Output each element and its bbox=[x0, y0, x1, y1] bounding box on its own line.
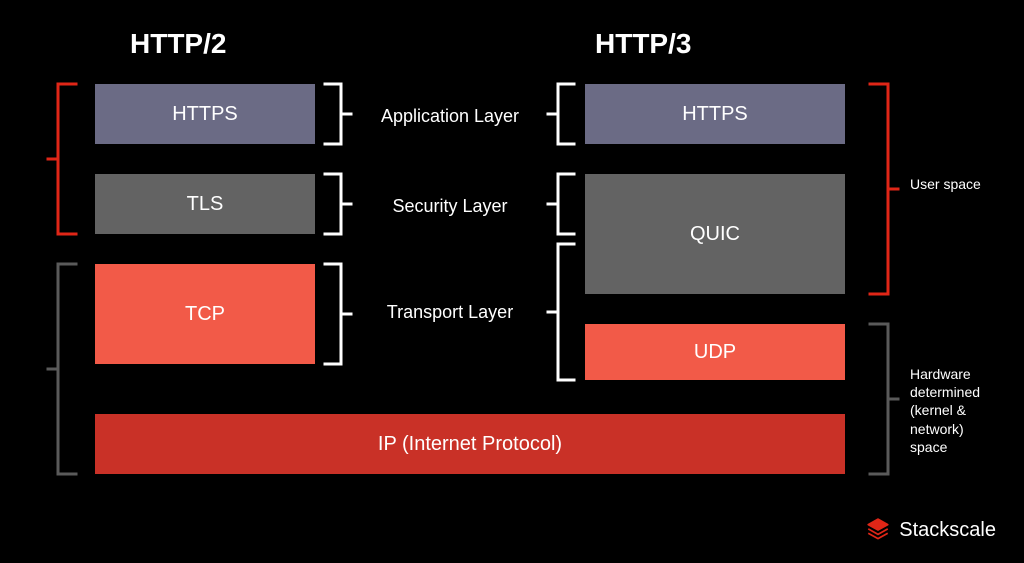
box-tcp: TCP bbox=[95, 264, 315, 364]
box-quic: QUIC bbox=[585, 174, 845, 294]
label-user-space: User space bbox=[910, 175, 1000, 193]
label-application-layer: Application Layer bbox=[365, 106, 535, 127]
logo-text: Stackscale bbox=[899, 519, 996, 542]
label-transport-layer: Transport Layer bbox=[365, 302, 535, 323]
header-http3: HTTP/3 bbox=[595, 28, 691, 60]
box-https-left: HTTPS bbox=[95, 84, 315, 144]
box-udp: UDP bbox=[585, 324, 845, 380]
stackscale-icon bbox=[865, 517, 891, 543]
header-http2: HTTP/2 bbox=[130, 28, 226, 60]
label-hardware-space: Hardware determined (kernel & network) s… bbox=[910, 365, 1000, 456]
label-security-layer: Security Layer bbox=[365, 196, 535, 217]
box-tls: TLS bbox=[95, 174, 315, 234]
box-https-right: HTTPS bbox=[585, 84, 845, 144]
logo-stackscale: Stackscale bbox=[865, 517, 996, 543]
box-ip: IP (Internet Protocol) bbox=[95, 414, 845, 474]
